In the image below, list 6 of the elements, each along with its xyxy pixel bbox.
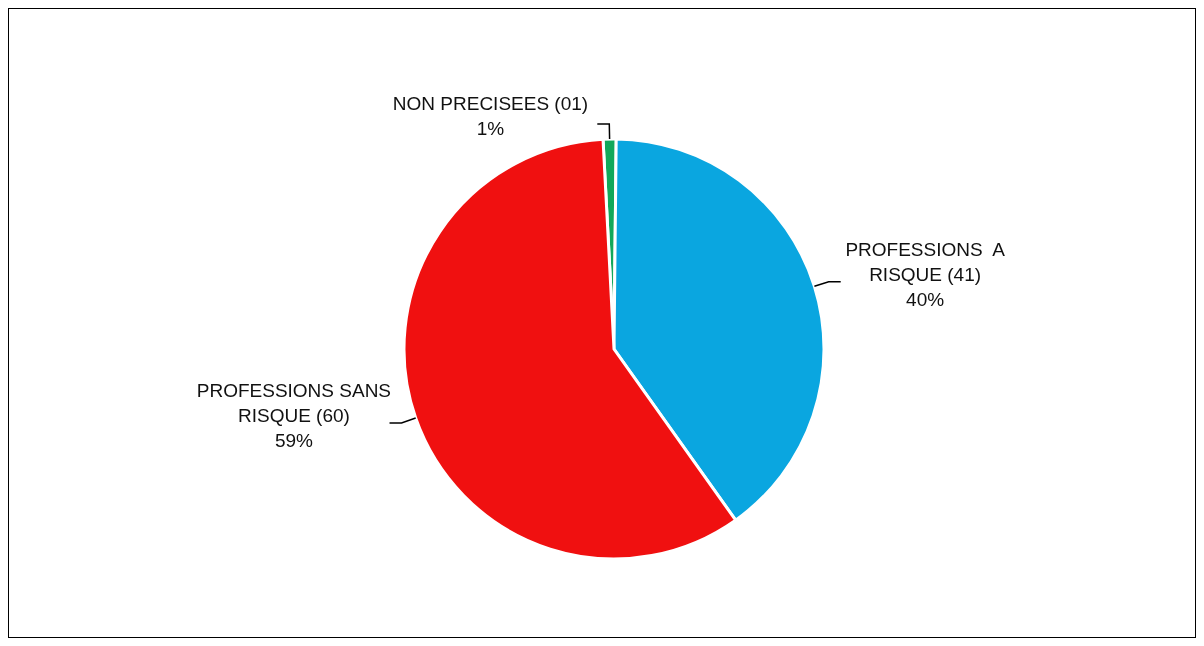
slice-label: PROFESSIONS SANS RISQUE (60) [196,379,392,426]
slice-label: PROFESSIONS A RISQUE (41) [845,238,1006,285]
data-label: 1% [476,118,505,140]
data-label: 59% [274,429,314,451]
data-label: 40% [906,288,945,310]
slice-label: NON PRECISEES (01) [392,93,589,115]
